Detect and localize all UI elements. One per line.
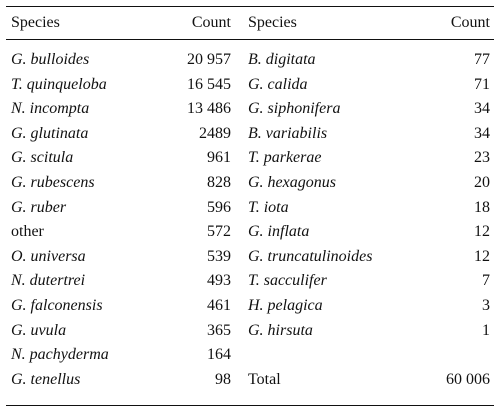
count-cell-right: 77: [474, 51, 490, 68]
species-cell-left: G. falconensis: [11, 296, 103, 314]
species-cell-left: N. dutertrei: [11, 272, 86, 290]
table-row: T. quinqueloba 16 545 G. calida 71: [6, 73, 494, 98]
count-cell-left: 539: [207, 247, 231, 265]
table-row: G. scitula 961 T. parkerae 23: [6, 146, 494, 171]
count-cell-right: 60 006: [446, 370, 490, 388]
count-cell-left: 828: [207, 173, 231, 191]
table-body: G. bulloides 20 957 B. digitata 77 T. quinqu…: [6, 40, 494, 397]
count-cell-left: 461: [207, 296, 231, 314]
table-row: N. incompta 13 486 G. siphonifera 34: [6, 97, 494, 122]
species-cell-left: G. ruber: [11, 198, 67, 216]
species-cell-left: O. universa: [11, 247, 86, 265]
species-cell-right: [235, 343, 419, 368]
species-cell-right: G. inflata: [248, 223, 310, 241]
species-cell-left: other: [11, 223, 44, 241]
count-cell-right: 12: [474, 247, 490, 265]
table-row: G. ruber 596 T. iota 18: [6, 196, 494, 221]
count-cell-right: 34: [474, 100, 490, 118]
count-header-left: Count: [191, 13, 231, 31]
species-cell-right: G. siphonifera: [248, 100, 341, 118]
table-row: other 572 G. inflata 12: [6, 220, 494, 245]
species-cell-right: B. variabilis: [248, 124, 328, 142]
species-cell-right: T. iota: [248, 198, 289, 216]
species-cell-left: N. pachyderma: [11, 346, 109, 364]
count-cell-right: 34: [474, 124, 490, 142]
count-cell-right: 20: [474, 173, 490, 191]
count-cell-left: 2489: [199, 124, 231, 142]
bottom-rule: [6, 405, 494, 406]
species-cell-right: Total: [248, 370, 281, 388]
table-row: N. pachyderma 164: [6, 343, 494, 368]
table-row: O. universa 539 G. truncatulinoides 12: [6, 245, 494, 270]
species-cell-left: G. scitula: [11, 149, 74, 167]
count-cell-right: 1: [482, 321, 490, 339]
count-cell-left: 98: [215, 370, 231, 388]
count-header-right: Count: [450, 13, 490, 31]
species-header-right: Species: [248, 13, 297, 31]
header-row: Species Count Species Count: [6, 6, 494, 40]
table-header: Species Count Species Count: [6, 6, 494, 40]
count-cell-left: 572: [207, 223, 231, 241]
species-cell-right: G. hirsuta: [248, 321, 313, 339]
count-cell-right: 3: [482, 296, 490, 314]
count-cell-left: 164: [207, 346, 231, 364]
count-cell-right: 7: [482, 272, 490, 290]
species-cell-right: G. calida: [248, 75, 308, 93]
species-cell-right: G. hexagonus: [248, 173, 336, 191]
species-cell-right: T. sacculifer: [248, 272, 327, 290]
count-cell-right: 23: [474, 149, 490, 167]
table-row: G. falconensis 461 H. pelagica 3: [6, 294, 494, 319]
species-cell-right: G. truncatulinoides: [248, 247, 373, 265]
count-cell-left: 13 486: [187, 100, 231, 118]
table-row: G. tenellus 98 Total 60 006: [6, 368, 494, 397]
count-cell-left: 20 957: [187, 51, 231, 68]
count-cell-left: 493: [207, 272, 231, 290]
species-cell-left: N. incompta: [11, 100, 90, 118]
count-cell-left: 596: [207, 198, 231, 216]
table-row: G. rubescens 828 G. hexagonus 20: [6, 171, 494, 196]
species-cell-right: B. digitata: [248, 51, 316, 68]
count-cell-left: 16 545: [187, 75, 231, 93]
species-cell-left: G. uvula: [11, 321, 67, 339]
count-cell-right: 18: [474, 198, 490, 216]
species-count-table: Species Count Species Count G. bulloides…: [6, 6, 494, 396]
table-row: N. dutertrei 493 T. sacculifer 7: [6, 269, 494, 294]
species-cell-left: G. bulloides: [11, 51, 90, 68]
count-cell-left: 961: [207, 149, 231, 167]
species-cell-left: G. tenellus: [11, 370, 81, 388]
species-cell-left: G. rubescens: [11, 173, 95, 191]
count-cell-left: 365: [207, 321, 231, 339]
species-cell-right: H. pelagica: [248, 296, 323, 314]
species-cell-right: T. parkerae: [248, 149, 322, 167]
count-cell-right: 12: [474, 223, 490, 241]
table-row: G. glutinata 2489 B. variabilis 34: [6, 122, 494, 147]
species-cell-left: G. glutinata: [11, 124, 89, 142]
count-cell-right: [419, 343, 494, 368]
count-cell-right: 71: [474, 75, 490, 93]
species-header-left: Species: [11, 13, 60, 31]
table-row: G. bulloides 20 957 B. digitata 77: [6, 40, 494, 73]
table-row: G. uvula 365 G. hirsuta 1: [6, 319, 494, 344]
species-cell-left: T. quinqueloba: [11, 75, 107, 93]
